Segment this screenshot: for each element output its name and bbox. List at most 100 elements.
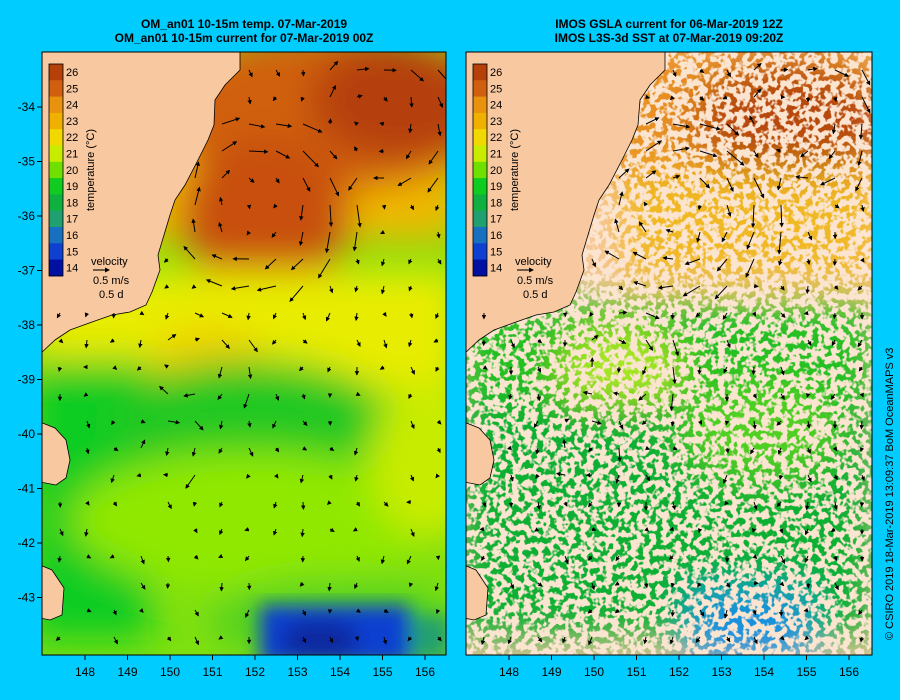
- velocity-arrow: [383, 608, 389, 614]
- velocity-arrow: [112, 609, 117, 616]
- colorbar-value: 25: [66, 83, 78, 95]
- velocity-arrow: [435, 312, 440, 320]
- velocity-key-label: velocity: [515, 256, 552, 268]
- velocity-arrow: [859, 392, 864, 398]
- colorbar-swatch: [473, 64, 487, 81]
- velocity-arrow: [302, 636, 307, 644]
- velocity-arrow: [830, 527, 836, 533]
- velocity-arrow: [725, 582, 731, 588]
- velocity-arrow: [327, 582, 332, 592]
- colorbar-swatch: [49, 96, 63, 114]
- velocity-arrow: [669, 636, 675, 645]
- velocity-arrow: [722, 95, 728, 100]
- velocity-arrow: [329, 285, 334, 294]
- colorbar-swatch: [473, 161, 487, 179]
- velocity-arrow: [218, 447, 223, 454]
- velocity-arrow: [670, 420, 676, 427]
- velocity-arrow: [354, 312, 359, 322]
- velocity-arrow: [302, 446, 308, 451]
- velocity-arrow: [697, 366, 702, 375]
- lon-tick-label: 149: [117, 665, 137, 679]
- velocity-arrow: [803, 607, 809, 613]
- colorbar-value: 21: [490, 149, 502, 161]
- velocity-arrow: [617, 447, 622, 463]
- velocity-arrow: [562, 438, 567, 449]
- velocity-arrow: [780, 285, 785, 291]
- velocity-arrow: [858, 609, 863, 615]
- velocity-arrow: [408, 123, 413, 134]
- velocity-arrow: [537, 636, 543, 643]
- velocity-arrow: [721, 231, 728, 243]
- velocity-arrow: [753, 150, 759, 159]
- lon-tick-label: 150: [160, 665, 180, 679]
- velocity-arrow: [533, 420, 539, 429]
- velocity-arrow: [352, 527, 358, 532]
- left-mainland: [42, 52, 241, 353]
- velocity-arrow: [437, 636, 442, 642]
- velocity-arrow: [714, 285, 728, 300]
- velocity-arrow: [275, 123, 293, 129]
- colorbar-swatch: [49, 178, 63, 195]
- velocity-arrow: [271, 339, 277, 345]
- velocity-arrow: [247, 420, 252, 428]
- velocity-arrow: [633, 281, 647, 287]
- velocity-arrow: [645, 474, 651, 482]
- colorbar-value: 17: [490, 214, 502, 226]
- velocity-arrow: [699, 123, 721, 131]
- velocity-arrow: [380, 285, 386, 295]
- velocity-arrow: [218, 420, 224, 430]
- velocity-arrow: [832, 312, 838, 320]
- velocity-arrow: [436, 419, 442, 425]
- velocity-arrow: [860, 204, 865, 212]
- velocity-arrow: [828, 150, 836, 160]
- velocity-arrow: [778, 528, 784, 534]
- velocity-arrow: [752, 420, 757, 430]
- velocity-arrow: [194, 161, 200, 179]
- velocity-arrow: [724, 500, 729, 506]
- colorbar-value: 19: [490, 181, 502, 193]
- velocity-arrow: [859, 447, 865, 453]
- colorbar-value: 17: [66, 214, 78, 226]
- velocity-arrow: [482, 501, 487, 508]
- velocity-arrow: [381, 204, 387, 210]
- velocity-arrow: [84, 339, 89, 349]
- velocity-arrow: [138, 608, 144, 613]
- velocity-arrow: [256, 285, 277, 292]
- velocity-arrow: [299, 474, 305, 484]
- velocity-arrow: [302, 150, 319, 168]
- velocity-arrow: [86, 608, 92, 613]
- colorbar-swatch: [49, 227, 63, 244]
- velocity-arrow: [807, 231, 813, 241]
- velocity-arrow: [356, 204, 362, 228]
- velocity-arrow: [589, 311, 594, 317]
- velocity-arrow: [434, 582, 439, 592]
- colorbar-value: 14: [490, 263, 502, 275]
- left-panel-title: OM_an01 10-15m temp. 07-Mar-2019 OM_an01…: [42, 17, 446, 45]
- colorbar-swatch: [49, 161, 63, 179]
- velocity-arrow: [859, 420, 864, 430]
- velocity-arrow: [722, 474, 728, 484]
- velocity-arrow: [562, 312, 568, 318]
- velocity-arrow: [612, 391, 620, 396]
- velocity-arrow: [833, 285, 839, 290]
- velocity-arrow: [804, 635, 810, 641]
- velocity-arrow: [562, 636, 567, 644]
- right-panel-title: IMOS GSLA current for 06-Mar-2019 12Z IM…: [466, 17, 872, 45]
- velocity-arrow: [248, 123, 266, 129]
- velocity-arrow: [246, 230, 252, 236]
- velocity-arrow: [218, 196, 224, 206]
- velocity-arrow: [507, 636, 512, 645]
- velocity-arrow: [109, 554, 115, 559]
- velocity-arrow: [83, 392, 89, 397]
- velocity-arrow: [662, 255, 674, 261]
- velocity-arrow: [672, 146, 690, 152]
- velocity-arrow: [643, 636, 648, 645]
- velocity-key-speed: 0.5 m/s: [517, 275, 554, 287]
- lon-tick-label: 156: [415, 665, 435, 679]
- velocity-arrow: [614, 218, 620, 233]
- velocity-arrow: [435, 204, 440, 212]
- velocity-arrow: [185, 474, 196, 489]
- lat-tick-label: -43: [18, 591, 36, 605]
- velocity-arrow: [354, 582, 359, 590]
- velocity-arrow: [219, 501, 224, 508]
